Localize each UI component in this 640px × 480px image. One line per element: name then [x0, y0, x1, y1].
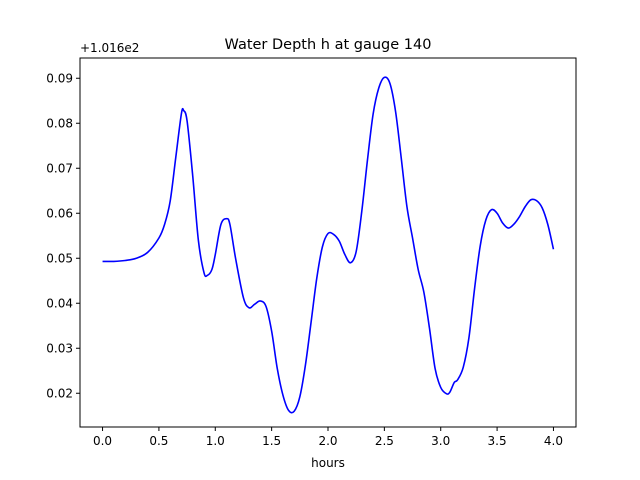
y-tick-label: 0.07 — [46, 161, 73, 175]
x-axis: 0.0 0.5 1.0 1.5 2.0 2.5 3.0 3.5 4.0 — [93, 427, 563, 448]
plot-frame — [79, 57, 577, 428]
chart-title: Water Depth h at gauge 140 — [225, 37, 432, 53]
y-tick-label: 0.04 — [46, 296, 73, 310]
y-tick-label: 0.06 — [46, 206, 73, 220]
y-axis: 0.02 0.03 0.04 0.05 0.06 0.07 0.08 0.09 — [46, 71, 80, 400]
x-tick-label: 2.5 — [375, 434, 394, 448]
x-axis-label: hours — [311, 456, 345, 470]
y-tick-label: 0.02 — [46, 386, 73, 400]
y-tick-label: 0.08 — [46, 116, 73, 130]
x-tick-label: 2.0 — [318, 434, 337, 448]
x-tick-label: 0.5 — [149, 434, 168, 448]
y-tick-label: 0.09 — [46, 71, 73, 85]
x-tick-label: 3.5 — [488, 434, 507, 448]
x-tick-label: 1.5 — [262, 434, 281, 448]
x-tick-label: 1.0 — [206, 434, 225, 448]
x-tick-label: 0.0 — [93, 434, 112, 448]
x-tick-label: 3.0 — [431, 434, 450, 448]
x-tick-label: 4.0 — [544, 434, 563, 448]
y-offset-label: +1.016e2 — [80, 41, 139, 55]
y-tick-label: 0.05 — [46, 251, 73, 265]
y-tick-label: 0.03 — [46, 341, 73, 355]
plot-area — [102, 76, 555, 414]
series-line — [102, 76, 555, 414]
